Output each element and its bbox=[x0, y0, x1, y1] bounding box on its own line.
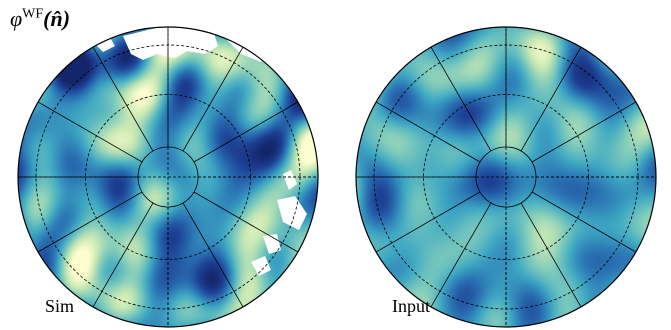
mask-hole bbox=[283, 170, 297, 190]
latitude-ring bbox=[373, 44, 639, 310]
figure-title: φWF(n̂) bbox=[10, 6, 70, 32]
meridian-line bbox=[375, 191, 481, 253]
latitude-ring bbox=[35, 44, 301, 310]
mask-hole bbox=[263, 234, 281, 254]
meridian-line bbox=[92, 46, 154, 152]
title-superscript: WF bbox=[22, 6, 44, 22]
title-symbol: φ bbox=[10, 6, 23, 31]
latitude-ring bbox=[85, 94, 251, 260]
sim-polar-map bbox=[17, 26, 319, 328]
meridian-line bbox=[430, 202, 492, 308]
meridian-line bbox=[37, 101, 143, 163]
input-panel-label: Input bbox=[392, 296, 430, 316]
latitude-ring bbox=[137, 146, 199, 208]
input-graticule bbox=[356, 27, 656, 327]
meridian-line bbox=[375, 101, 481, 163]
meridian-line bbox=[193, 101, 299, 163]
input-polar-map bbox=[355, 26, 657, 328]
meridian-line bbox=[182, 202, 244, 308]
meridian-line bbox=[430, 46, 492, 152]
sim-graticule bbox=[18, 27, 318, 327]
meridian-line bbox=[520, 46, 582, 152]
mask-hole bbox=[123, 27, 218, 60]
mask-hole bbox=[277, 196, 307, 230]
mask-hole bbox=[251, 256, 271, 276]
sim-panel-label: Sim bbox=[45, 296, 75, 316]
meridian-line bbox=[92, 202, 154, 308]
meridian-line bbox=[531, 191, 637, 253]
title-argument: (n̂) bbox=[43, 6, 71, 31]
meridian-line bbox=[520, 202, 582, 308]
meridian-line bbox=[193, 191, 299, 253]
meridian-line bbox=[37, 191, 143, 253]
meridian-line bbox=[182, 46, 244, 152]
latitude-ring bbox=[423, 94, 589, 260]
meridian-line bbox=[531, 101, 637, 163]
latitude-ring bbox=[475, 146, 537, 208]
